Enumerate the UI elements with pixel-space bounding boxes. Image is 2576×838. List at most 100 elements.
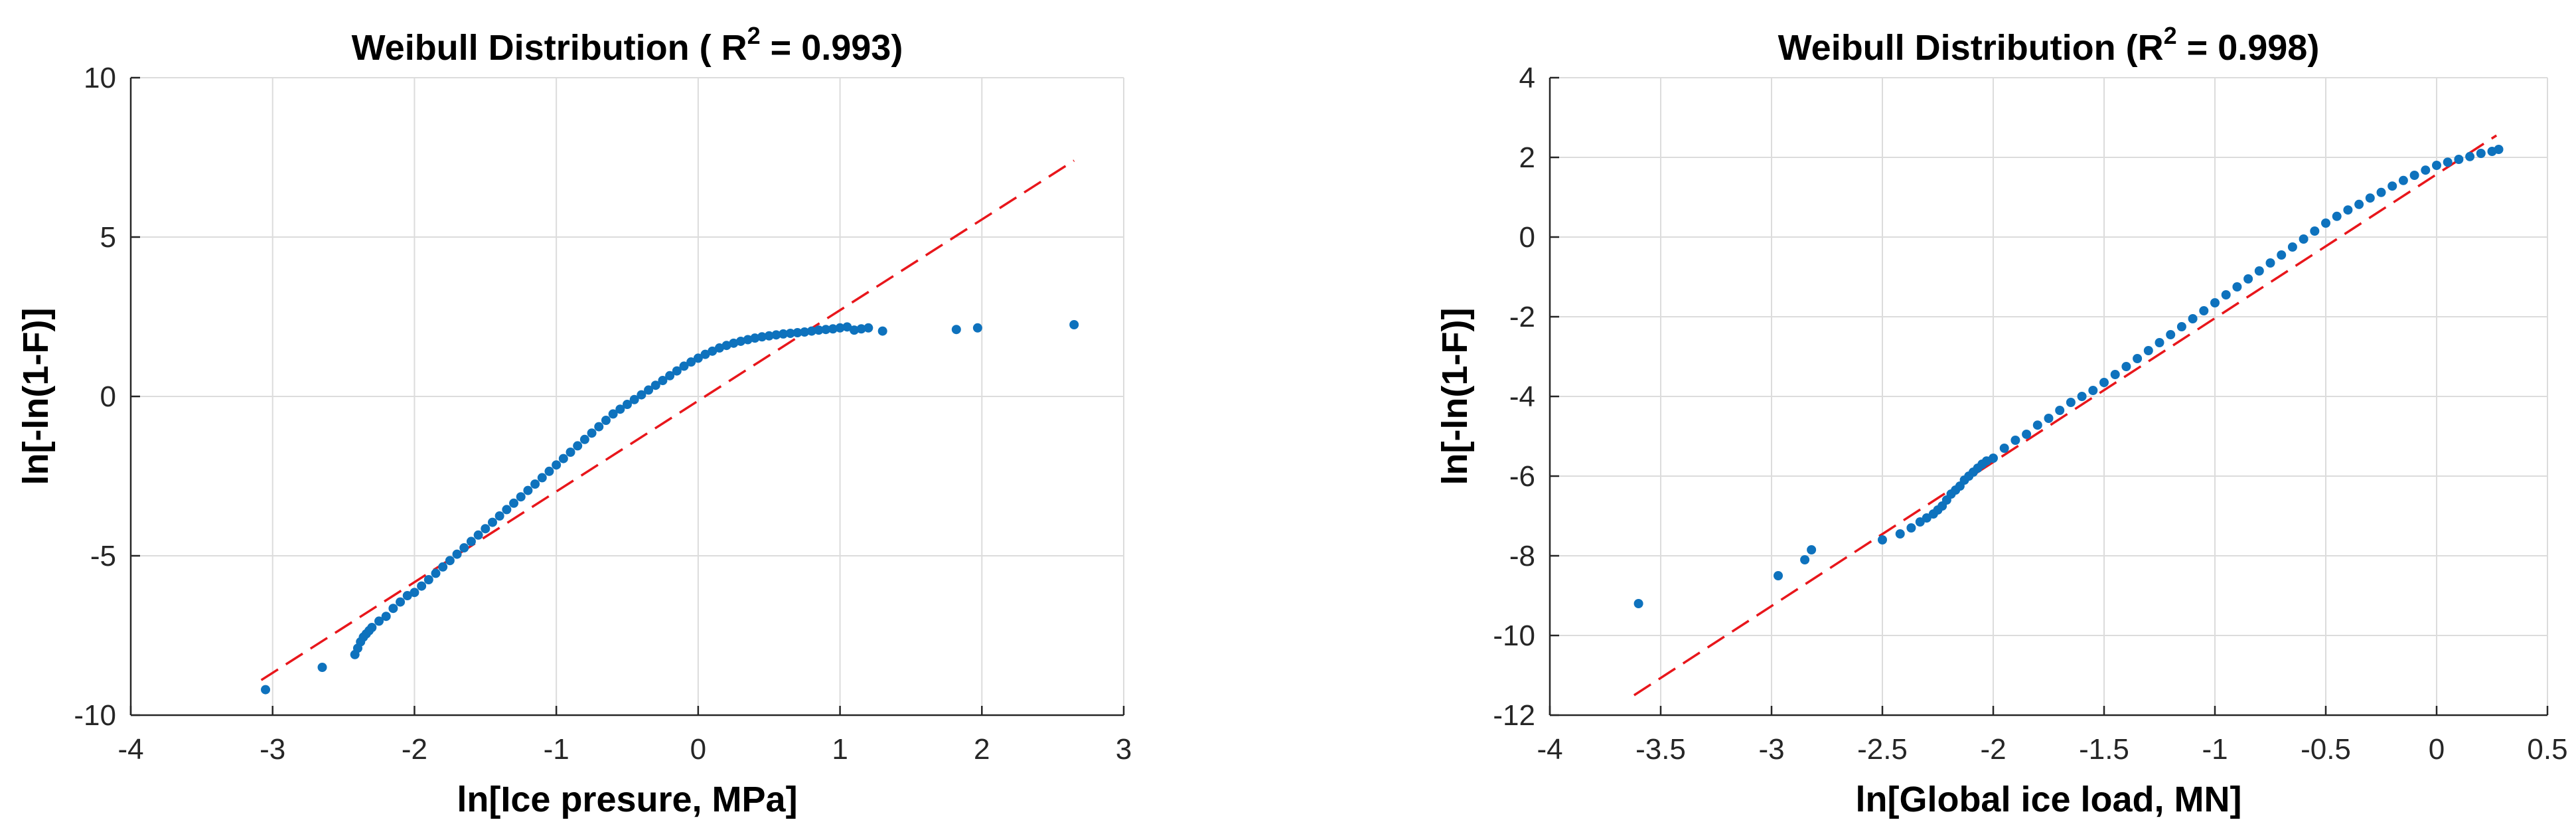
- data-point: [523, 485, 533, 495]
- data-point: [1895, 529, 1905, 539]
- data-point: [729, 338, 739, 348]
- data-point: [558, 454, 568, 463]
- data-point: [679, 361, 689, 371]
- x-tick-label: 2: [974, 733, 990, 766]
- data-point: [686, 357, 696, 367]
- data-point: [779, 329, 789, 339]
- data-point: [2199, 306, 2209, 315]
- x-tick-label: -3.5: [1635, 733, 1686, 766]
- data-point: [637, 390, 646, 400]
- data-point: [2321, 218, 2330, 228]
- data-point: [2010, 436, 2020, 445]
- x-tick-label: -3: [1758, 733, 1784, 766]
- data-point: [601, 416, 611, 425]
- data-point: [2277, 250, 2287, 260]
- data-point: [2387, 181, 2397, 191]
- data-points: [261, 320, 1079, 695]
- y-axis-label: ln[-ln(1-F)]: [16, 308, 56, 485]
- data-point: [793, 328, 802, 337]
- y-tick-label: 4: [1519, 62, 1535, 94]
- data-point: [771, 330, 781, 340]
- data-point: [2421, 165, 2431, 175]
- x-axis-label: ln[Ice presure, MPa]: [457, 780, 797, 819]
- data-point: [828, 324, 838, 334]
- y-tick-label: 2: [1519, 141, 1535, 174]
- data-point: [2188, 314, 2198, 323]
- data-point: [2099, 378, 2109, 387]
- data-point: [459, 543, 469, 552]
- y-tick-label: 0: [1519, 221, 1535, 254]
- data-point: [806, 326, 816, 336]
- data-point: [877, 326, 887, 336]
- data-point: [750, 333, 760, 343]
- data-point: [402, 591, 412, 600]
- data-point: [516, 492, 526, 502]
- data-point: [800, 327, 810, 337]
- data-point: [594, 422, 604, 432]
- data-point: [452, 549, 462, 559]
- x-tick-label: -2.5: [1857, 733, 1908, 766]
- data-point: [2143, 346, 2153, 355]
- data-point: [2044, 414, 2054, 423]
- data-point: [650, 380, 660, 390]
- y-tick-label: -2: [1509, 301, 1535, 333]
- data-point: [1999, 444, 2009, 453]
- y-axis-label: ln[-ln(1-F)]: [1435, 308, 1475, 485]
- data-point: [972, 323, 982, 333]
- data-point: [2088, 386, 2098, 395]
- data-point: [2332, 211, 2342, 221]
- data-point: [821, 325, 831, 335]
- data-point: [2365, 193, 2375, 203]
- data-point: [573, 441, 583, 451]
- data-point: [381, 612, 391, 622]
- data-point: [693, 353, 703, 363]
- data-point: [714, 343, 724, 353]
- data-point: [1633, 599, 1643, 608]
- y-tick-label: 0: [100, 380, 116, 413]
- data-point: [537, 473, 547, 483]
- x-axis-label: ln[Global ice load, MN]: [1855, 780, 2241, 819]
- data-point: [842, 322, 852, 332]
- data-point: [261, 685, 271, 695]
- data-point: [2166, 330, 2176, 339]
- data-point: [579, 434, 589, 444]
- data-point: [396, 597, 406, 607]
- data-point: [951, 325, 961, 335]
- data-point: [2354, 199, 2364, 209]
- data-point: [2110, 370, 2120, 379]
- data-point: [615, 404, 625, 414]
- data-point: [708, 346, 718, 356]
- x-tick-label: -4: [1537, 733, 1562, 766]
- data-point: [2476, 149, 2486, 158]
- data-point: [487, 517, 497, 527]
- data-point: [566, 448, 575, 457]
- data-points: [1633, 145, 2504, 608]
- x-tick-label: 0.5: [2527, 733, 2567, 766]
- data-point: [814, 325, 824, 335]
- data-point: [466, 537, 476, 546]
- y-tick-label: -8: [1509, 540, 1535, 572]
- x-tick-label: -4: [117, 733, 143, 766]
- data-point: [623, 400, 632, 409]
- data-point: [1800, 555, 1810, 564]
- data-point: [2398, 175, 2408, 185]
- data-point: [700, 349, 710, 359]
- data-point: [735, 336, 745, 346]
- data-point: [431, 568, 441, 578]
- data-point: [374, 616, 384, 626]
- data-point: [2443, 157, 2453, 167]
- data-point: [2221, 290, 2231, 299]
- data-point: [2343, 205, 2353, 215]
- data-point: [743, 335, 753, 345]
- data-point: [367, 623, 377, 632]
- data-point: [423, 575, 433, 584]
- data-point: [2310, 226, 2320, 236]
- data-point: [658, 376, 668, 385]
- data-point: [785, 328, 795, 338]
- data-point: [2176, 322, 2186, 331]
- x-tick-label: -1: [2202, 733, 2228, 766]
- data-point: [473, 530, 483, 540]
- x-tick-label: -2: [1980, 733, 2006, 766]
- chart-weibull-global-ice-load: -4 -3.5 -3 -2.5 -2 -1.5 -1 -0.5 0 0.5 -12 -10 -8 -6 -4…: [1435, 22, 2568, 819]
